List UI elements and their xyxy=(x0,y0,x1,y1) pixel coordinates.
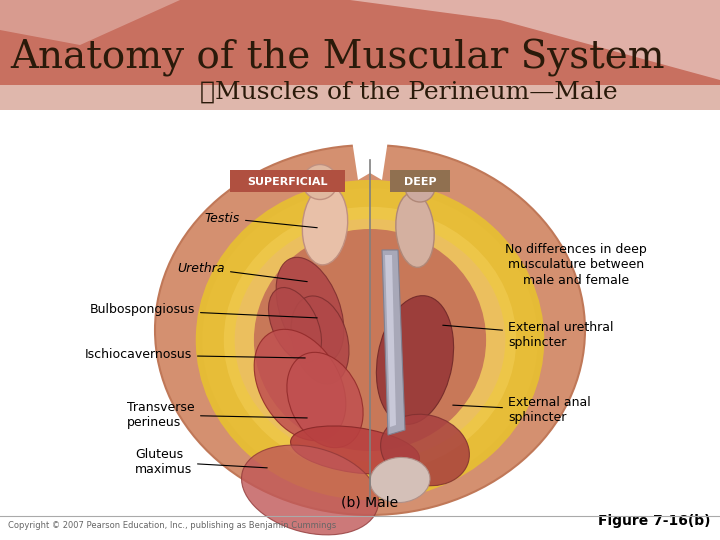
Text: Urethra: Urethra xyxy=(178,261,307,282)
Ellipse shape xyxy=(405,172,435,202)
Ellipse shape xyxy=(302,165,338,199)
Ellipse shape xyxy=(291,296,349,384)
Ellipse shape xyxy=(381,414,469,486)
Bar xyxy=(390,170,450,192)
Ellipse shape xyxy=(254,229,486,451)
Text: DEEP: DEEP xyxy=(404,177,436,187)
Bar xyxy=(0,85,720,110)
Ellipse shape xyxy=(291,426,420,474)
Polygon shape xyxy=(385,255,396,427)
Text: No differences in deep
musculature between
male and female: No differences in deep musculature betwe… xyxy=(505,244,647,287)
Text: External anal
sphincter: External anal sphincter xyxy=(453,396,590,424)
Ellipse shape xyxy=(377,296,454,424)
Text: Ischiocavernosus: Ischiocavernosus xyxy=(85,348,305,361)
Text: (b) Male: (b) Male xyxy=(341,495,399,509)
Text: Copyright © 2007 Pearson Education, Inc., publishing as Benjamin Cummings: Copyright © 2007 Pearson Education, Inc.… xyxy=(8,521,336,530)
Ellipse shape xyxy=(254,329,346,441)
Polygon shape xyxy=(382,250,405,435)
Text: External urethral
sphincter: External urethral sphincter xyxy=(443,321,613,349)
Text: SUPERFICIAL: SUPERFICIAL xyxy=(247,177,328,187)
Ellipse shape xyxy=(302,185,348,265)
Ellipse shape xyxy=(287,352,363,448)
Ellipse shape xyxy=(370,457,430,503)
Ellipse shape xyxy=(241,445,379,535)
Text: Figure 7-16(b): Figure 7-16(b) xyxy=(598,514,710,528)
Text: Anatomy of the Muscular System: Anatomy of the Muscular System xyxy=(10,39,665,77)
Ellipse shape xyxy=(269,287,322,362)
Ellipse shape xyxy=(396,193,434,267)
Bar xyxy=(230,170,345,192)
Text: Transverse
perineus: Transverse perineus xyxy=(127,401,307,429)
Text: Gluteus
maximus: Gluteus maximus xyxy=(135,448,267,476)
Ellipse shape xyxy=(202,188,538,492)
Ellipse shape xyxy=(276,257,344,363)
Polygon shape xyxy=(350,0,720,80)
Bar xyxy=(0,0,720,110)
Polygon shape xyxy=(352,140,388,180)
Ellipse shape xyxy=(224,207,516,473)
Text: Bulbospongiosus: Bulbospongiosus xyxy=(89,303,318,318)
Text: Testis: Testis xyxy=(204,212,318,228)
Polygon shape xyxy=(0,0,180,45)
Bar xyxy=(0,110,720,540)
Ellipse shape xyxy=(155,145,585,515)
Text: ❧Muscles of the Perineum—Male: ❧Muscles of the Perineum—Male xyxy=(200,80,618,104)
